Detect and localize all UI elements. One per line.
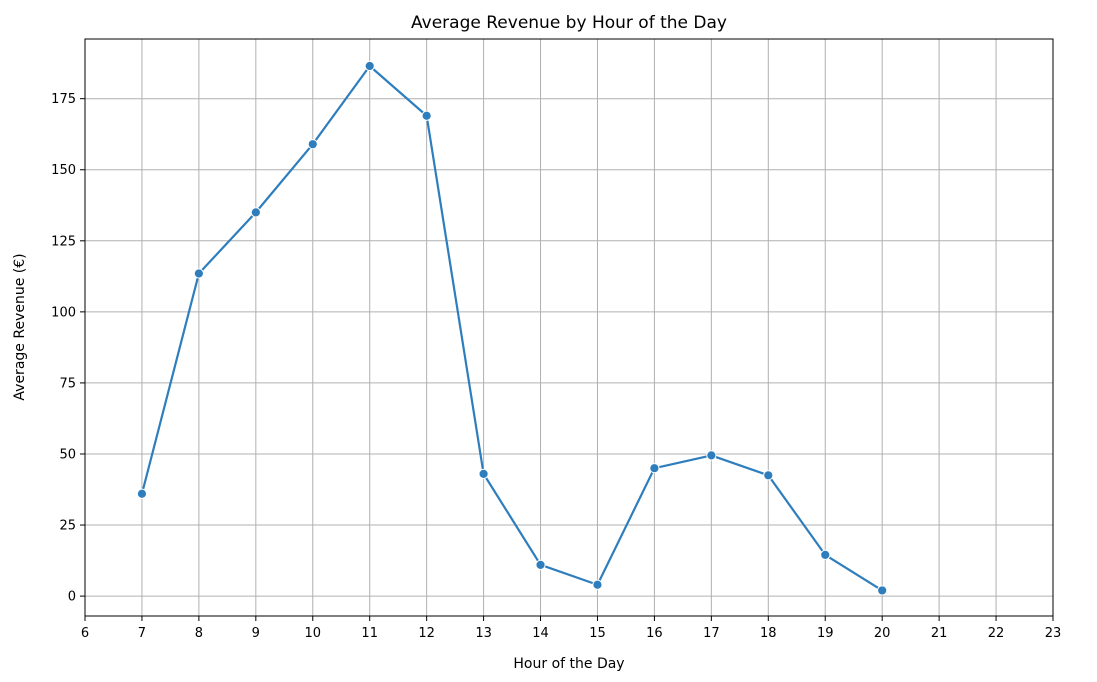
y-tick-label: 125 — [51, 234, 76, 249]
x-tick-label: 8 — [195, 626, 203, 641]
grid — [84, 39, 1054, 616]
x-axis-label: Hour of the Day — [513, 656, 624, 672]
data-point — [649, 463, 660, 474]
x-tick-label: 11 — [361, 626, 378, 641]
x-tick-label: 10 — [304, 626, 321, 641]
x-tick-label: 13 — [475, 626, 492, 641]
y-tick-label: 50 — [59, 447, 76, 462]
plot-frame — [84, 38, 1054, 617]
data-point — [478, 468, 489, 479]
y-tick-label: 150 — [51, 163, 76, 178]
x-tick-label: 14 — [532, 626, 549, 641]
data-point — [592, 579, 603, 590]
data-point — [193, 268, 204, 279]
data-point — [307, 139, 318, 150]
chart-title: Average Revenue by Hour of the Day — [411, 13, 727, 33]
y-tick-label: 175 — [51, 92, 76, 107]
axis-ticks: 6 7 8 9 10 11 12 13 14 15 16 17 18 19 20 21 22 23 0 25 50 75 1… — [51, 92, 1061, 641]
data-point — [364, 60, 375, 72]
y-tick-label: 25 — [59, 519, 76, 534]
x-tick-label: 20 — [874, 626, 891, 641]
series-layer — [136, 60, 888, 596]
x-tick-label: 21 — [931, 626, 948, 641]
x-tick-label: 19 — [817, 626, 834, 641]
x-tick-label: 23 — [1045, 626, 1062, 641]
x-tick-label: 12 — [418, 626, 435, 641]
x-tick-label: 22 — [988, 626, 1005, 641]
data-point — [421, 110, 432, 121]
x-tick-label: 15 — [589, 626, 606, 641]
x-tick-label: 7 — [138, 626, 146, 641]
data-point — [535, 559, 546, 570]
data-point — [877, 585, 888, 596]
data-point — [820, 549, 831, 560]
data-point — [250, 207, 261, 218]
x-tick-label: 18 — [760, 626, 777, 641]
y-tick-label: 75 — [59, 376, 76, 391]
data-point — [136, 488, 148, 499]
data-point — [763, 470, 774, 481]
x-tick-label: 9 — [252, 626, 260, 641]
y-tick-label: 100 — [51, 305, 76, 320]
x-tick-label: 17 — [703, 626, 720, 641]
y-axis-label: Average Revenue (€) — [12, 253, 28, 400]
x-tick-label: 16 — [646, 626, 663, 641]
x-tick-label: 6 — [81, 626, 89, 641]
series-line — [140, 64, 884, 592]
data-point — [706, 450, 717, 461]
y-tick-label: 0 — [68, 590, 76, 605]
